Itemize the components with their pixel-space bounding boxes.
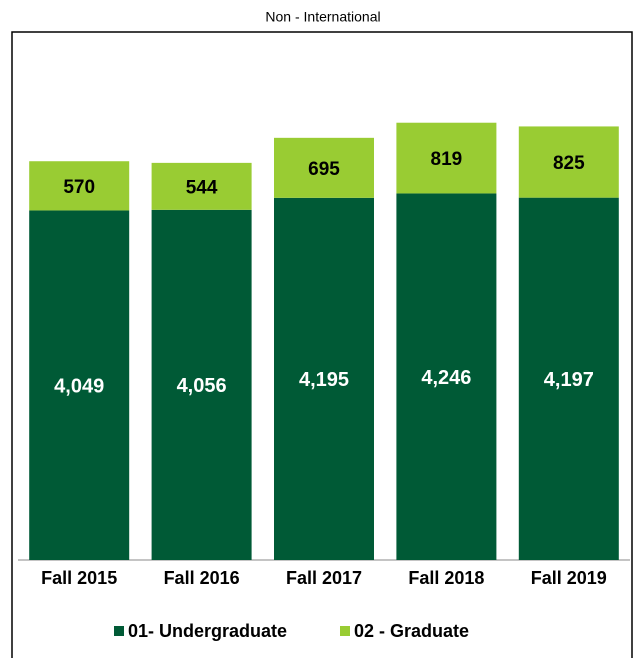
value-label: 570 xyxy=(63,177,95,198)
x-tick-label: Fall 2017 xyxy=(286,568,362,588)
bar-segment xyxy=(29,161,130,211)
chart-frame xyxy=(11,31,633,658)
value-label: 4,049 xyxy=(54,375,104,397)
value-label: 4,195 xyxy=(299,369,349,391)
bar-segment xyxy=(518,197,619,560)
value-label: 819 xyxy=(431,149,463,170)
legend-swatch xyxy=(340,626,350,636)
bar-segment xyxy=(151,162,252,210)
bar-segment xyxy=(396,193,497,561)
x-tick-label: Fall 2019 xyxy=(531,568,607,588)
bar-segment xyxy=(29,210,130,560)
legend-label: 01- Undergraduate xyxy=(128,621,287,641)
chart-title: Non - International xyxy=(265,9,380,25)
legend-label: 02 - Graduate xyxy=(354,621,469,641)
value-label: 695 xyxy=(308,159,340,180)
bar-segment xyxy=(151,209,252,560)
value-label: 4,056 xyxy=(177,375,227,397)
value-label: 544 xyxy=(186,177,218,198)
value-label: 825 xyxy=(553,153,585,174)
bar-segment xyxy=(274,197,374,560)
bar-segment xyxy=(274,137,374,198)
bar-segment xyxy=(396,122,497,194)
x-tick-label: Fall 2016 xyxy=(164,568,240,588)
x-tick-label: Fall 2015 xyxy=(41,568,117,588)
legend-swatch xyxy=(114,626,124,636)
bar-segment xyxy=(518,126,619,198)
value-label: 4,246 xyxy=(421,367,471,389)
value-label: 4,197 xyxy=(544,369,594,391)
x-tick-label: Fall 2018 xyxy=(408,568,484,588)
